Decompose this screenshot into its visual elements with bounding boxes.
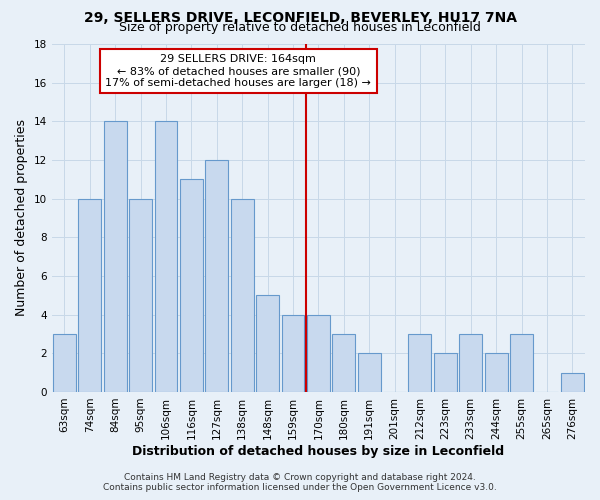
Bar [434, 354, 457, 392]
Bar [129, 198, 152, 392]
Bar [332, 334, 355, 392]
Bar [231, 198, 254, 392]
Bar [561, 372, 584, 392]
Text: Size of property relative to detached houses in Leconfield: Size of property relative to detached ho… [119, 22, 481, 35]
Text: 29, SELLERS DRIVE, LECONFIELD, BEVERLEY, HU17 7NA: 29, SELLERS DRIVE, LECONFIELD, BEVERLEY,… [83, 12, 517, 26]
Bar [358, 354, 380, 392]
Text: 29 SELLERS DRIVE: 164sqm
← 83% of detached houses are smaller (90)
17% of semi-d: 29 SELLERS DRIVE: 164sqm ← 83% of detach… [106, 54, 371, 88]
Bar [307, 314, 330, 392]
Bar [510, 334, 533, 392]
Y-axis label: Number of detached properties: Number of detached properties [15, 120, 28, 316]
Bar [180, 180, 203, 392]
Bar [485, 354, 508, 392]
Bar [281, 314, 304, 392]
Bar [256, 296, 279, 392]
Bar [79, 198, 101, 392]
Bar [459, 334, 482, 392]
Bar [53, 334, 76, 392]
Bar [205, 160, 228, 392]
X-axis label: Distribution of detached houses by size in Leconfield: Distribution of detached houses by size … [132, 444, 505, 458]
Text: Contains HM Land Registry data © Crown copyright and database right 2024.
Contai: Contains HM Land Registry data © Crown c… [103, 473, 497, 492]
Bar [155, 122, 178, 392]
Bar [409, 334, 431, 392]
Bar [104, 122, 127, 392]
